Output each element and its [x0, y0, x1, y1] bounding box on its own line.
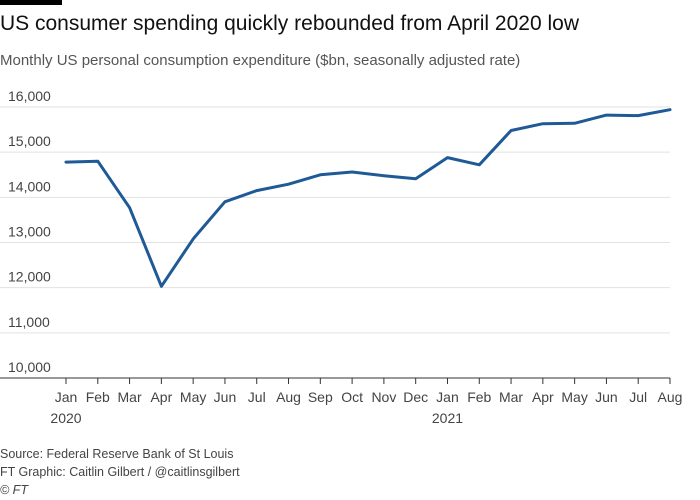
line-chart: 10,000 11,000 12,000 13,000 14,000 15,000 16,0… — [0, 88, 683, 426]
x-tick-label: Jul — [629, 389, 647, 405]
brand-bar — [0, 0, 62, 5]
x-tick-label: Jun — [595, 389, 618, 405]
y-tick-label: 15,000 — [8, 133, 51, 149]
y-tick-label: 10,000 — [8, 359, 51, 375]
graphic-credit: FT Graphic: Caitlin Gilbert / @caitlinsg… — [0, 465, 240, 479]
x-tick-label: Feb — [86, 389, 110, 405]
y-tick-label: 16,000 — [8, 88, 51, 104]
chart-title: US consumer spending quickly rebounded f… — [0, 12, 579, 35]
x-tick-label: Jul — [248, 389, 266, 405]
x-tick-label: Mar — [118, 389, 142, 405]
x-tick-label: Sep — [308, 389, 333, 405]
y-tick-label: 11,000 — [8, 314, 50, 330]
y-tick-label: 12,000 — [8, 269, 51, 285]
x-tick-label: May — [180, 389, 206, 405]
copyright-note: © FT — [0, 483, 28, 497]
x-tick-label: Apr — [150, 389, 172, 405]
x-tick-label: Mar — [499, 389, 523, 405]
x-tick-label: May — [561, 389, 587, 405]
x-tick-label: Jan — [55, 389, 78, 405]
x-year-label: 2021 — [432, 410, 463, 426]
x-year-label: 2020 — [50, 410, 81, 426]
source-note: Source: Federal Reserve Bank of St Louis — [0, 447, 234, 461]
x-tick-label: Oct — [341, 389, 363, 405]
x-tick-label: Jan — [436, 389, 459, 405]
y-tick-label: 14,000 — [8, 178, 51, 194]
series-line — [64, 108, 672, 288]
x-tick-label: Aug — [276, 389, 301, 405]
x-tick-label: Aug — [658, 389, 683, 405]
x-tick-label: Apr — [532, 389, 554, 405]
x-tick-label: Feb — [467, 389, 491, 405]
x-tick-label: Jun — [214, 389, 237, 405]
y-tick-label: 13,000 — [8, 224, 51, 240]
x-tick-label: Dec — [403, 389, 428, 405]
x-tick-label: Nov — [371, 389, 396, 405]
chart-subtitle: Monthly US personal consumption expendit… — [0, 52, 521, 69]
